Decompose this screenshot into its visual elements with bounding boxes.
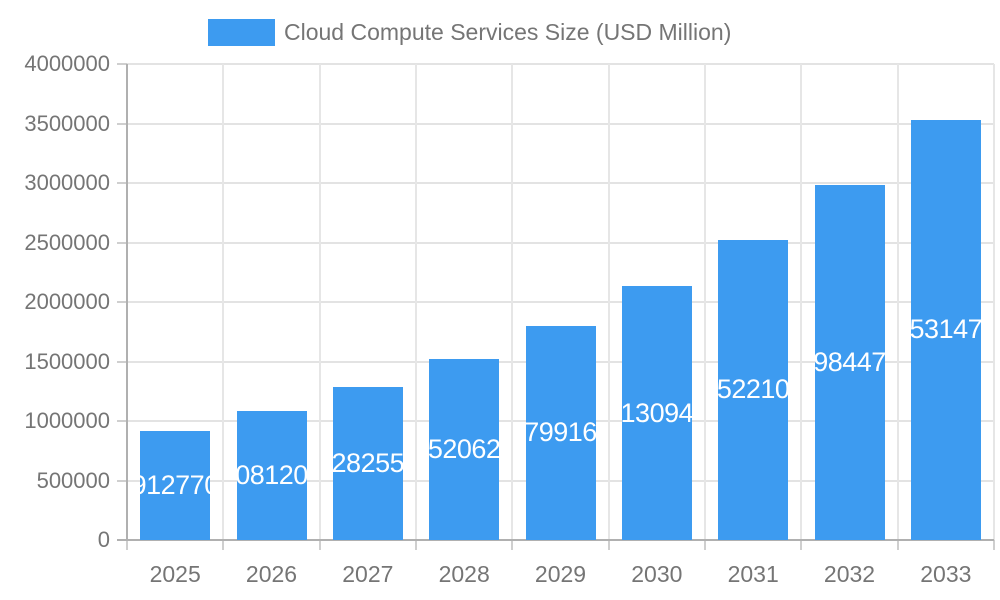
bar-2025[interactable]: 912770 [140, 431, 211, 540]
y-axis-tick-label: 1000000 [24, 408, 110, 433]
bar-2026[interactable]: 1081204 [236, 411, 307, 540]
x-tick [607, 540, 610, 550]
bar-value-label: 1081204 [236, 460, 307, 491]
x-axis-tick-label: 2031 [727, 561, 779, 587]
legend-swatch [208, 19, 275, 46]
x-gridline [607, 64, 610, 540]
y-tick [117, 479, 127, 482]
y-axis-tick-label: 4000000 [24, 51, 110, 76]
x-gridline [318, 64, 321, 540]
bar-value-label: 2984472 [814, 346, 885, 377]
x-gridline [800, 64, 803, 540]
bar-2031[interactable]: 2522106 [718, 239, 789, 540]
bar-2027[interactable]: 1282551 [332, 387, 403, 540]
x-axis-tick-label: 2028 [438, 561, 490, 587]
x-axis-tick-label: 2025 [149, 561, 201, 587]
y-axis-tick-label: 3500000 [24, 110, 110, 136]
x-tick [126, 540, 128, 550]
x-axis-tick-label: 2029 [534, 561, 587, 587]
y-gridline [127, 301, 994, 303]
x-tick [222, 540, 225, 550]
x-axis-tick-label: 2032 [823, 561, 876, 587]
y-axis-tick-label: 1500000 [24, 348, 110, 374]
legend-label: Cloud Compute Services Size (USD Million… [284, 19, 732, 45]
y-tick [117, 301, 127, 303]
bar-value-label: 1799165 [525, 417, 596, 448]
bar-2033[interactable]: 3531473 [910, 119, 981, 540]
y-tick [117, 63, 127, 65]
bar-value-label: 3531473 [910, 314, 981, 345]
x-axis-tick-label: 2027 [342, 561, 394, 587]
bar-value-label: 1282551 [332, 448, 403, 479]
x-tick [896, 540, 899, 550]
x-gridline [896, 64, 899, 540]
y-axis-line [125, 64, 128, 540]
y-gridline [127, 182, 994, 184]
bar-value-label: 2130941 [621, 397, 692, 428]
x-tick [800, 540, 803, 550]
x-axis-tick-label: 2033 [920, 561, 972, 587]
x-tick [704, 540, 706, 550]
y-gridline [127, 63, 994, 65]
y-tick [117, 241, 127, 244]
y-tick [117, 360, 127, 363]
bar-2028[interactable]: 1520629 [429, 359, 500, 540]
legend-item[interactable]: Cloud Compute Services Size (USD Million… [208, 19, 731, 46]
y-gridline [127, 122, 994, 125]
x-gridline [511, 64, 514, 540]
x-tick [318, 540, 321, 550]
x-gridline [993, 64, 995, 540]
bar-2030[interactable]: 2130941 [621, 286, 692, 540]
y-axis-tick-label: 2000000 [24, 289, 110, 314]
bar-value-label: 912770 [140, 470, 210, 501]
bar-value-label: 1520629 [429, 434, 500, 464]
x-tick [993, 540, 995, 550]
bar-value-label: 2522106 [718, 374, 789, 405]
y-axis-tick-label: 2500000 [24, 229, 110, 255]
x-gridline [704, 64, 706, 540]
x-gridline [222, 64, 225, 540]
x-gridline [415, 64, 417, 540]
y-axis-tick-label: 500000 [36, 467, 110, 493]
x-axis-tick-label: 2030 [631, 561, 683, 587]
y-axis-tick-label: 3000000 [24, 170, 110, 195]
y-tick [117, 182, 127, 184]
x-axis-tick-label: 2026 [245, 561, 298, 587]
bar-2032[interactable]: 2984472 [814, 184, 885, 540]
y-axis-tick-label: 0 [97, 527, 110, 552]
x-tick [415, 540, 417, 550]
y-tick [117, 420, 127, 422]
bar-2029[interactable]: 1799165 [525, 325, 596, 540]
x-tick [511, 540, 514, 550]
y-tick [117, 122, 127, 125]
y-gridline [127, 241, 994, 244]
